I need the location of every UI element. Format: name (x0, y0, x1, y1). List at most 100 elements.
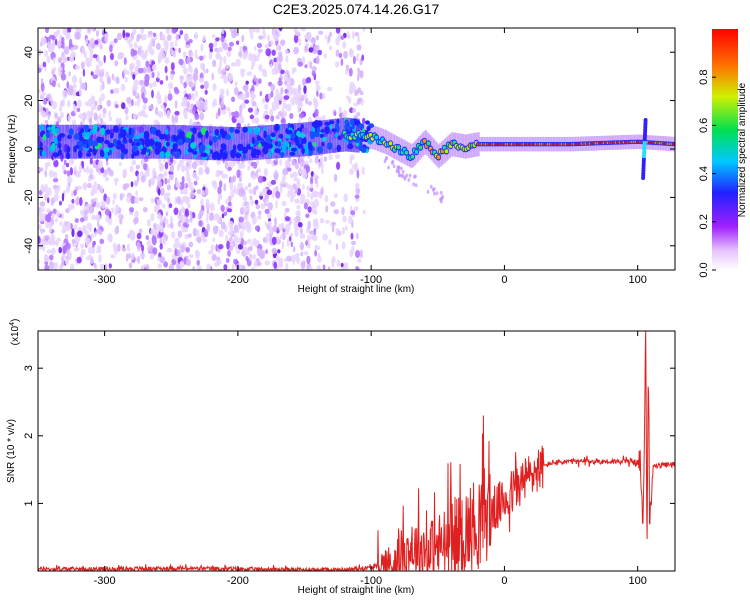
noise-speckle (183, 96, 188, 106)
ridge-core (388, 141, 393, 146)
ridge-blob (199, 144, 206, 152)
noise-speckle (59, 101, 63, 110)
noise-speckle (310, 201, 315, 206)
noise-speckle (173, 207, 179, 216)
noise-speckle (287, 156, 292, 162)
noise-speckle (229, 244, 234, 251)
noise-speckle (91, 42, 95, 49)
noise-speckle (251, 100, 257, 107)
noise-speckle (151, 179, 155, 186)
noise-speckle (356, 169, 360, 179)
noise-speckle (300, 262, 306, 270)
noise-speckle (271, 247, 277, 255)
noise-speckle (293, 223, 298, 231)
noise-speckle (117, 243, 121, 252)
noise-speckle (141, 159, 145, 166)
ridge-envelope (289, 123, 292, 158)
noise-speckle (70, 223, 73, 230)
noise-speckle (138, 228, 143, 234)
ridge-envelope (330, 119, 333, 154)
noise-speckle (341, 226, 345, 235)
ridge-blob (41, 150, 46, 157)
noise-speckle (85, 57, 90, 67)
ridge-envelope (49, 124, 52, 159)
noise-speckle (297, 104, 301, 114)
noise-speckle (137, 111, 144, 117)
ridge-blob (46, 126, 52, 131)
noise-speckle (134, 196, 140, 204)
noise-speckle (96, 245, 102, 252)
noise-speckle (115, 244, 119, 251)
noise-speckle (171, 28, 177, 34)
noise-speckle (156, 42, 161, 51)
noise-speckle (160, 187, 165, 196)
noise-speckle (148, 30, 153, 35)
noise-speckle (292, 245, 296, 253)
tail-speckle (440, 196, 444, 201)
ridge-envelope (319, 120, 322, 155)
ridge-blob (100, 151, 105, 158)
noise-speckle (84, 101, 90, 107)
ridge-envelope (46, 124, 48, 159)
noise-speckle (220, 99, 224, 109)
noise-speckle (248, 188, 254, 194)
noise-speckle (49, 254, 54, 261)
noise-speckle (263, 168, 268, 177)
noise-speckle (221, 109, 227, 115)
noise-speckle (284, 207, 290, 213)
noise-speckle (50, 200, 54, 206)
noise-speckle (291, 67, 295, 75)
noise-speckle (320, 163, 324, 170)
noise-speckle (264, 114, 270, 120)
noise-speckle (73, 105, 77, 114)
noise-speckle (83, 205, 87, 212)
noise-speckle (243, 246, 249, 254)
noise-speckle (199, 209, 204, 218)
noise-speckle (219, 180, 223, 188)
noise-speckle (46, 213, 52, 223)
noise-speckle (70, 190, 74, 197)
noise-speckle (151, 60, 156, 66)
noise-speckle (362, 117, 366, 125)
noise-speckle (306, 185, 311, 191)
noise-speckle (203, 229, 209, 238)
noise-speckle (55, 210, 60, 217)
noise-speckle (103, 55, 106, 63)
noise-speckle (250, 198, 254, 206)
noise-speckle (145, 60, 150, 68)
noise-speckle (218, 244, 224, 250)
noise-speckle (249, 90, 255, 98)
noise-speckle (264, 220, 268, 227)
noise-speckle (46, 197, 50, 204)
ridge-blob (105, 129, 111, 135)
noise-speckle (203, 80, 209, 90)
noise-speckle (357, 34, 360, 43)
noise-speckle (166, 223, 171, 228)
noise-speckle (164, 177, 168, 185)
noise-speckle (264, 193, 270, 201)
noise-speckle (159, 80, 164, 85)
noise-speckle (73, 166, 77, 172)
noise-speckle (282, 168, 288, 176)
noise-speckle (219, 56, 223, 62)
noise-speckle (75, 197, 79, 206)
ridge-envelope (58, 124, 61, 159)
noise-speckle (39, 201, 46, 207)
noise-speckle (239, 46, 244, 53)
ridge-envelope (159, 124, 162, 159)
tail-speckle (400, 173, 404, 178)
ridge-blob (131, 133, 134, 138)
noise-speckle (118, 117, 123, 125)
ridge-envelope (47, 124, 50, 159)
noise-speckle (270, 90, 274, 98)
ridge-blob (103, 151, 109, 159)
noise-speckle (160, 51, 165, 60)
noise-speckle (230, 177, 236, 183)
noise-speckle (264, 208, 270, 214)
noise-speckle (228, 73, 234, 82)
noise-speckle (275, 199, 278, 209)
ridge-blob (39, 141, 43, 150)
tail-speckle (431, 187, 435, 192)
noise-speckle (280, 118, 286, 125)
noise-speckle (186, 171, 190, 181)
